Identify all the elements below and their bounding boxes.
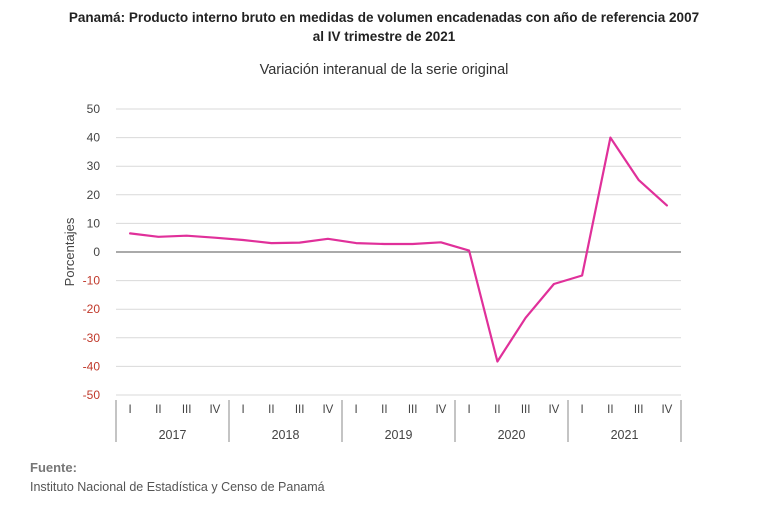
grid-layer bbox=[116, 108, 681, 396]
quarter-label: I bbox=[242, 404, 245, 416]
quarter-label: II bbox=[381, 404, 387, 416]
y-tick-label: 50 bbox=[87, 102, 101, 116]
chart-title-line1: Panamá: Producto interno bruto en medida… bbox=[68, 10, 700, 25]
y-axis-label: Porcentajes bbox=[62, 217, 77, 286]
quarter-label: IV bbox=[548, 404, 559, 416]
quarter-label: IV bbox=[322, 404, 333, 416]
quarter-label: III bbox=[182, 404, 192, 416]
quarter-label: I bbox=[581, 404, 584, 416]
quarter-label: IV bbox=[209, 404, 220, 416]
chart-title-line2: al IV trimestre de 2021 bbox=[312, 29, 456, 44]
y-tick-label: -10 bbox=[83, 274, 101, 288]
y-tick-label: 0 bbox=[93, 245, 100, 259]
y-tick-label: 10 bbox=[87, 216, 101, 230]
source-text: Instituto Nacional de Estadística y Cens… bbox=[30, 480, 325, 494]
quarter-label: I bbox=[129, 404, 132, 416]
y-tick-label: 40 bbox=[87, 131, 101, 145]
y-tick-label: 20 bbox=[87, 188, 101, 202]
series-layer bbox=[129, 136, 669, 363]
source-label: Fuente: bbox=[30, 460, 77, 475]
chart-subtitle: Variación interanual de la serie origina… bbox=[259, 62, 509, 78]
series-line bbox=[129, 136, 669, 363]
quarter-label: II bbox=[607, 404, 613, 416]
year-label: 2018 bbox=[272, 428, 300, 442]
year-label: 2021 bbox=[611, 428, 639, 442]
y-tick-label: -50 bbox=[83, 388, 101, 402]
y-tick-label: -20 bbox=[83, 302, 101, 316]
quarter-label: III bbox=[295, 404, 305, 416]
chart-title: Panamá: Producto interno bruto en medida… bbox=[20, 8, 748, 46]
quarter-label: I bbox=[468, 404, 471, 416]
year-label: 2019 bbox=[385, 428, 413, 442]
quarter-label: I bbox=[355, 404, 358, 416]
quarter-label: II bbox=[155, 404, 161, 416]
quarter-label: II bbox=[494, 404, 500, 416]
y-tick-label: -40 bbox=[83, 359, 101, 373]
year-label: 2020 bbox=[498, 428, 526, 442]
y-tick-label: 30 bbox=[87, 159, 101, 173]
y-tick-label: -30 bbox=[83, 331, 101, 345]
quarter-label: II bbox=[268, 404, 274, 416]
year-label: 2017 bbox=[159, 428, 187, 442]
quarter-label: III bbox=[408, 404, 418, 416]
quarter-label: III bbox=[634, 404, 644, 416]
quarter-label: III bbox=[521, 404, 531, 416]
quarter-label: IV bbox=[661, 404, 672, 416]
quarter-label: IV bbox=[435, 404, 446, 416]
